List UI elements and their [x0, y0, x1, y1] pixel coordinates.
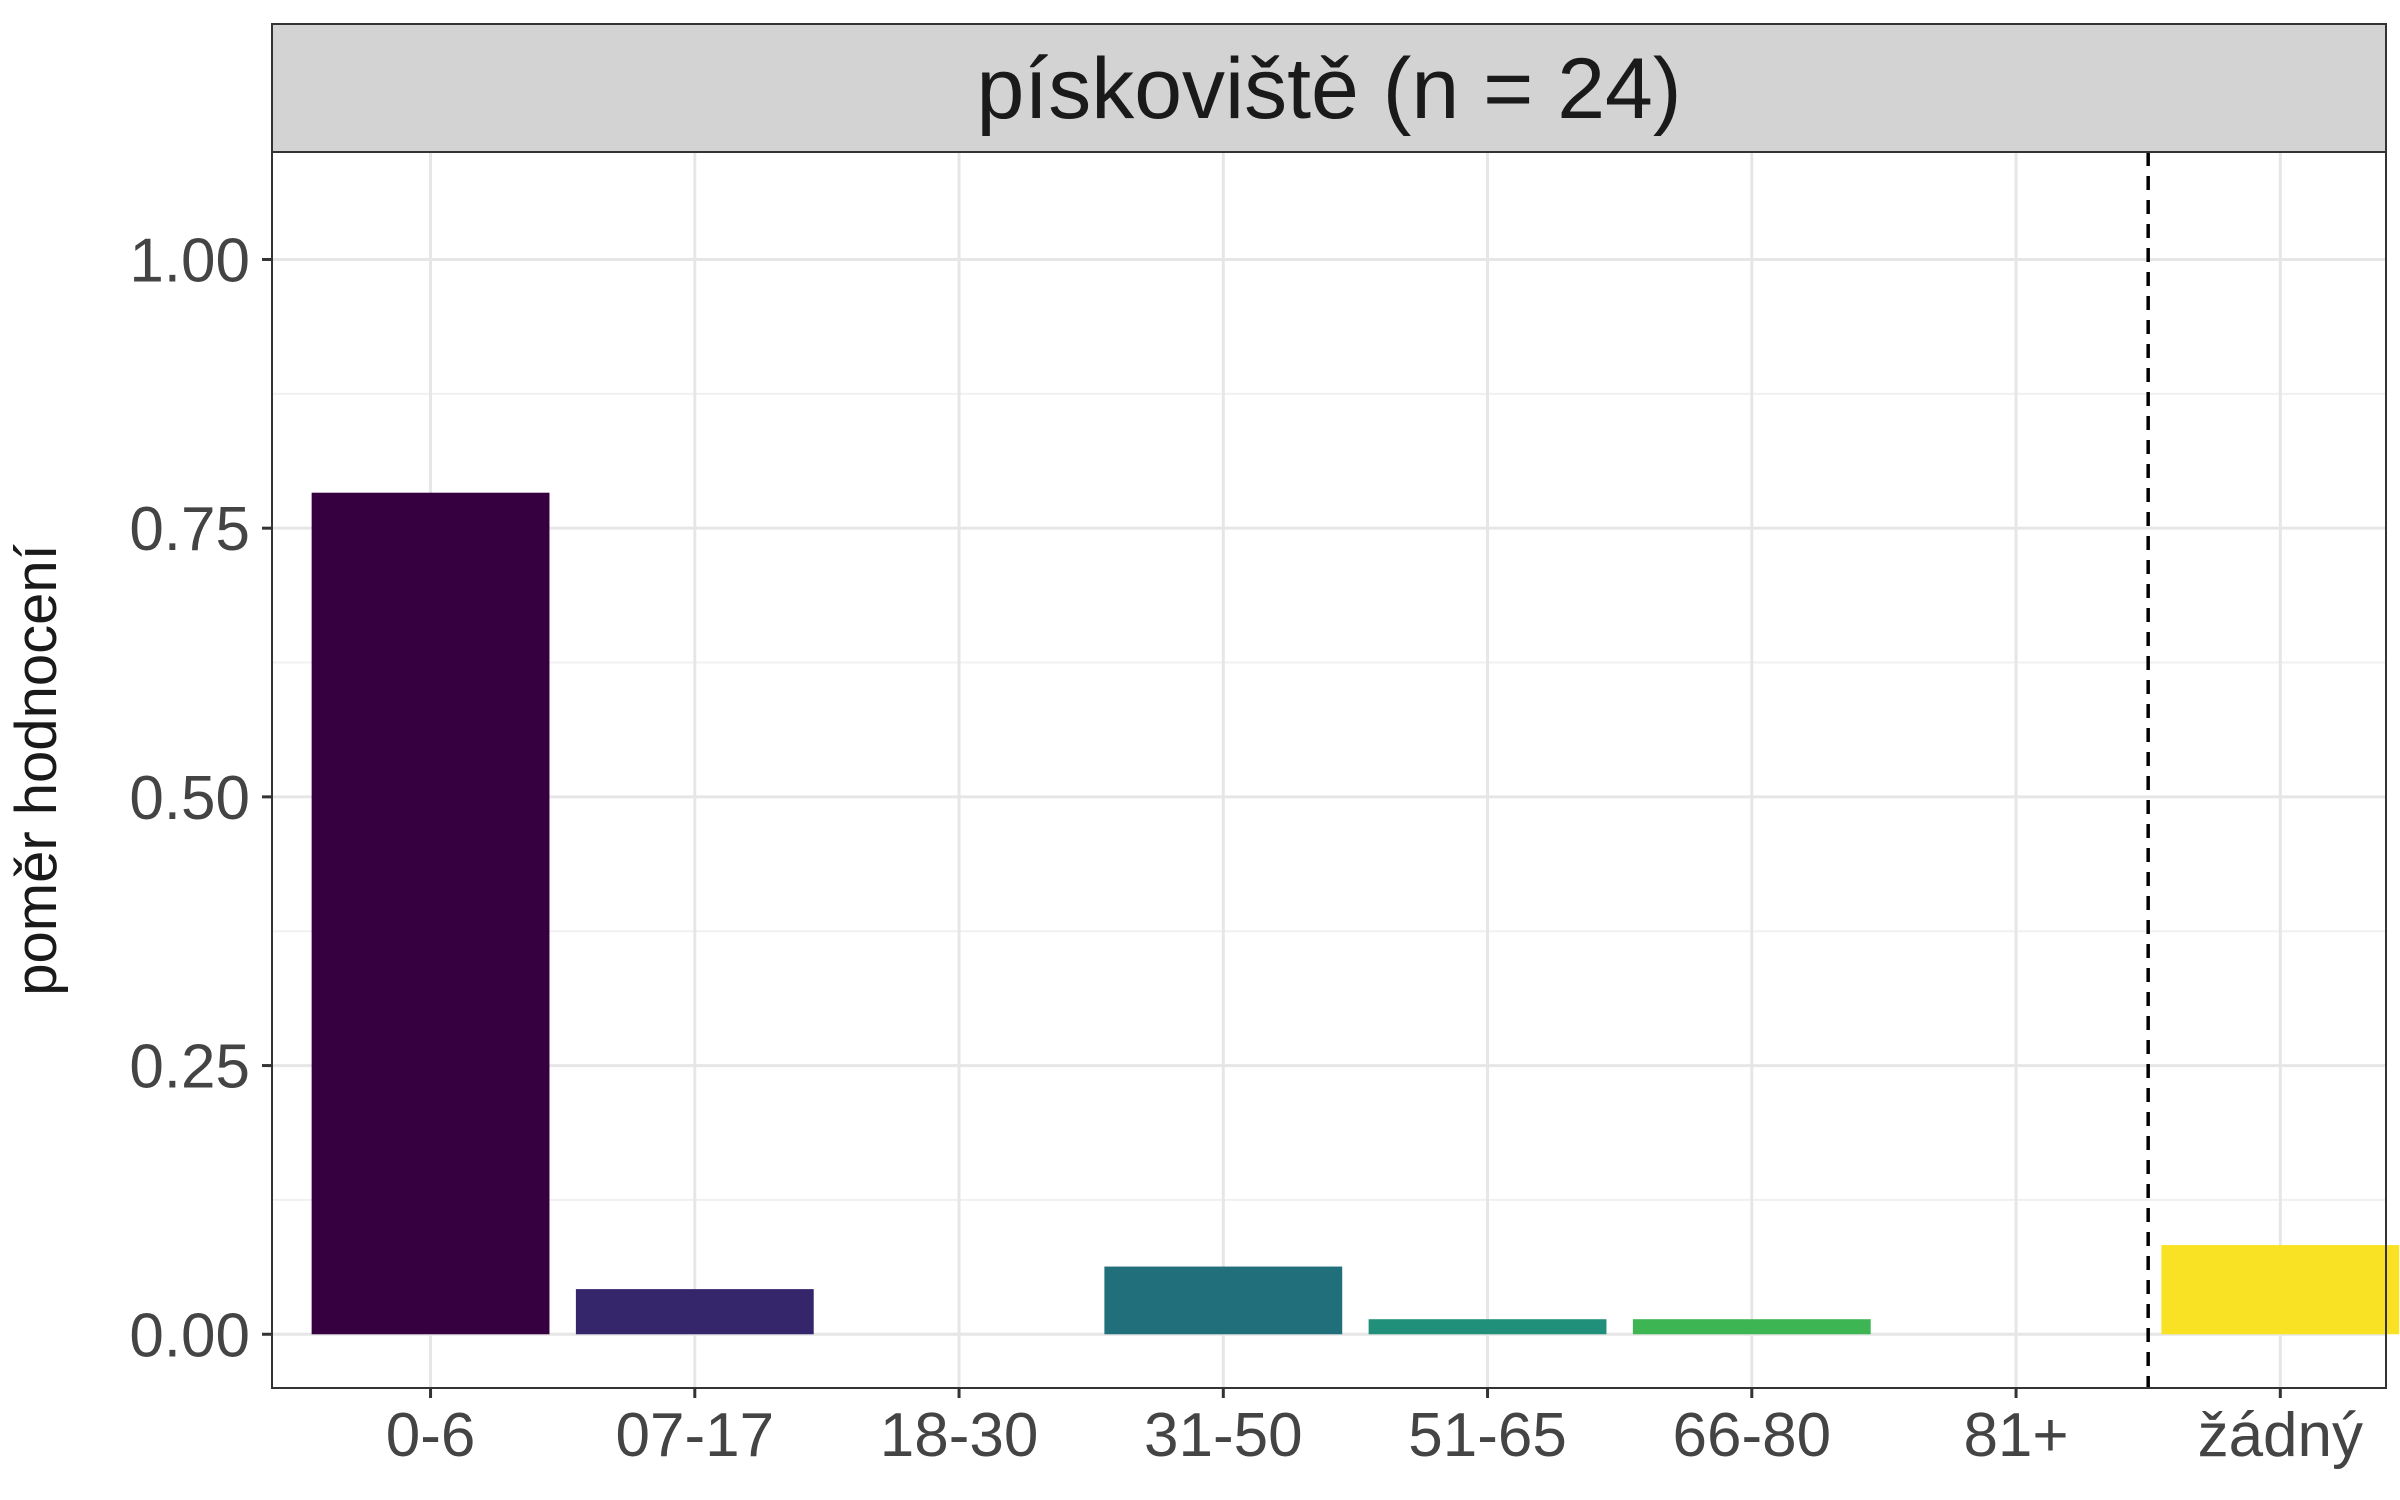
x-tick-label: 18-30 [880, 1401, 1039, 1470]
y-tick-label: 0.00 [129, 1301, 250, 1370]
x-tick-label: 51-65 [1408, 1401, 1567, 1470]
x-tick-label: 0-6 [386, 1401, 476, 1470]
bar-31-50 [1104, 1266, 1343, 1335]
y-tick-label: 0.25 [129, 1033, 250, 1102]
x-tick-label: 07-17 [616, 1401, 775, 1470]
x-tick-label: žádný [2198, 1401, 2363, 1470]
bar-0-6 [311, 492, 550, 1335]
bar-07-17 [575, 1289, 814, 1335]
x-tick-label: 81+ [1963, 1401, 2068, 1470]
facet-strip [271, 23, 2387, 153]
bar-66-80 [1632, 1319, 1871, 1335]
facet-title: pískoviště (n = 24) [976, 41, 1681, 137]
y-tick-label: 1.00 [129, 226, 250, 295]
grid-lines [272, 152, 2386, 1388]
y-tick-label: 0.75 [129, 495, 250, 564]
bar-51-65 [1368, 1319, 1607, 1335]
y-axis: 0.00 0.25 0.50 0.75 1.00 [129, 226, 272, 1370]
y-axis-label: poměr hodnocení [4, 544, 69, 995]
y-tick-label: 0.50 [129, 764, 250, 833]
x-tick-label: 31-50 [1144, 1401, 1303, 1470]
x-axis: 0-6 07-17 18-30 31-50 51-65 66-80 81+ žádný [386, 1388, 2363, 1470]
x-tick-label: 66-80 [1673, 1401, 1832, 1470]
plot-panel-border [271, 151, 2387, 1389]
bars [311, 492, 2400, 1335]
bar-žádný [2161, 1245, 2400, 1335]
